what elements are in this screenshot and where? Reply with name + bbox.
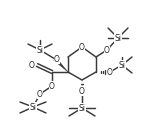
Text: O: O bbox=[37, 89, 43, 99]
Text: O: O bbox=[49, 82, 55, 90]
Text: O: O bbox=[104, 46, 110, 54]
Text: O: O bbox=[107, 67, 113, 76]
Text: Si: Si bbox=[37, 46, 43, 54]
Text: Si: Si bbox=[114, 34, 122, 43]
Text: O: O bbox=[54, 54, 60, 63]
Text: Si: Si bbox=[79, 103, 85, 112]
Text: Si: Si bbox=[119, 60, 125, 70]
Text: O: O bbox=[29, 60, 35, 70]
Text: O: O bbox=[79, 86, 85, 96]
Text: Si: Si bbox=[29, 102, 37, 112]
Polygon shape bbox=[54, 58, 68, 72]
Text: O: O bbox=[79, 43, 85, 51]
